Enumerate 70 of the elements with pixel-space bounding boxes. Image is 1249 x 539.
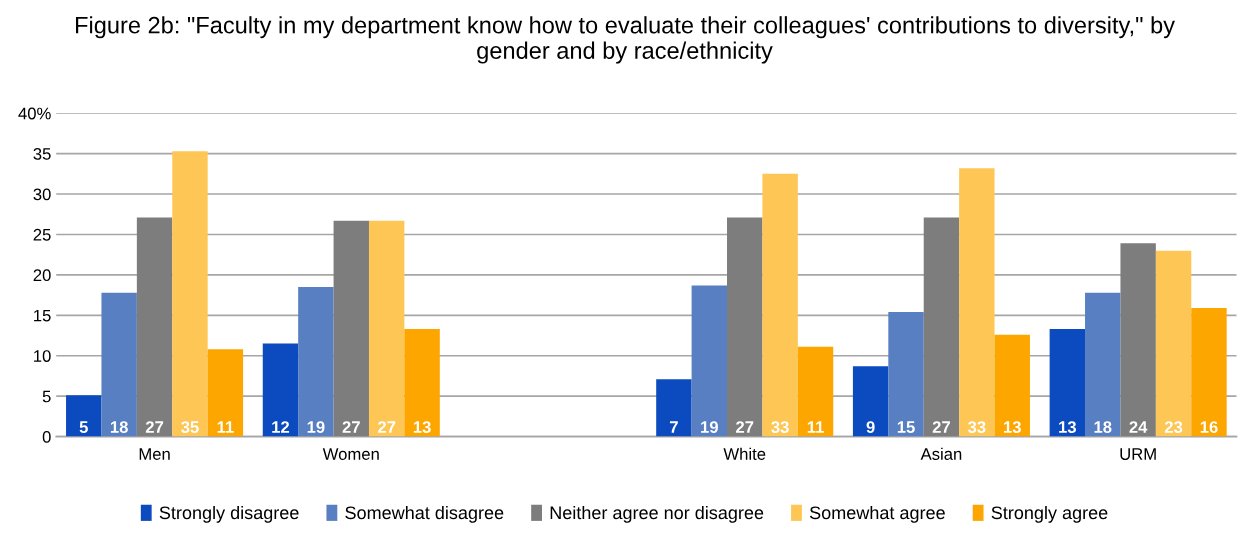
data-label: 7 — [669, 421, 678, 433]
legend-label: Somewhat agree — [809, 505, 945, 523]
x-tick-label: White — [723, 447, 766, 460]
x-tick-label: Women — [322, 448, 379, 460]
y-tick-label: 15 — [34, 309, 51, 322]
x-tick-label: Asian — [920, 447, 962, 460]
bar — [1155, 250, 1192, 437]
data-label: 19 — [307, 421, 325, 433]
bar — [852, 366, 889, 437]
data-label: 11 — [217, 421, 234, 433]
bar — [1191, 308, 1227, 437]
bar — [262, 343, 299, 437]
data-label: 15 — [897, 421, 915, 433]
legend-label: Strongly disagree — [159, 505, 299, 523]
legend-label: Somewhat disagree — [345, 505, 504, 523]
data-label: 9 — [866, 421, 875, 433]
bar — [923, 217, 960, 437]
data-label: 19 — [701, 421, 718, 433]
legend-label: Strongly agree — [991, 505, 1108, 523]
data-label: 23 — [1164, 421, 1183, 433]
data-label: 13 — [413, 421, 431, 433]
x-tick-label: Men — [139, 448, 170, 460]
data-label: 33 — [771, 421, 789, 433]
data-label: 13 — [1059, 421, 1076, 433]
bar — [172, 151, 208, 437]
y-tick-label: 30 — [33, 188, 51, 201]
y-tick-label: 35 — [33, 148, 51, 160]
legend-label: Neither agree nor disagree — [550, 505, 764, 523]
bar — [1085, 292, 1121, 437]
data-label: 18 — [1094, 421, 1112, 433]
data-label: 35 — [181, 421, 199, 433]
data-label: 12 — [272, 421, 290, 433]
bar — [66, 395, 102, 437]
bar — [797, 346, 834, 437]
y-tick-label: 10 — [34, 350, 51, 362]
data-label: 13 — [1004, 421, 1021, 433]
bar — [1120, 243, 1156, 437]
y-tick-label: 25 — [33, 228, 51, 241]
bar — [691, 285, 728, 437]
y-tick-label: 20 — [33, 269, 51, 282]
data-label: 16 — [1200, 421, 1218, 433]
x-tick-label: URM — [1120, 448, 1156, 460]
bar — [207, 349, 244, 437]
data-label: 33 — [967, 421, 986, 433]
data-label: 27 — [145, 421, 164, 433]
bar — [727, 217, 763, 437]
data-label: 27 — [378, 421, 396, 433]
data-label: 27 — [342, 421, 360, 433]
bar — [656, 379, 692, 437]
data-label: 24 — [1129, 421, 1148, 433]
bar — [101, 292, 137, 437]
bar — [298, 287, 334, 437]
data-label: 11 — [807, 421, 824, 433]
bar — [368, 220, 405, 437]
data-label: 27 — [736, 421, 754, 433]
bar — [1049, 329, 1086, 437]
bar — [888, 312, 924, 437]
bar — [994, 334, 1030, 437]
y-tick-label: 5 — [42, 390, 51, 403]
bar — [136, 217, 173, 437]
data-label: 27 — [932, 421, 950, 433]
data-label: 5 — [79, 421, 88, 433]
bar — [959, 168, 995, 437]
y-tick-label: 0 — [42, 430, 51, 443]
bar — [404, 329, 440, 437]
data-label: 18 — [110, 421, 128, 433]
chart-title: Figure 2b: "Faculty in my department know how to evaluate their colleagues' contributions to diversity," by gender and by race/ethnicity — [76, 16, 1175, 64]
y-tick-label: 40% — [18, 107, 51, 120]
bar — [762, 173, 798, 437]
bar — [333, 220, 369, 437]
